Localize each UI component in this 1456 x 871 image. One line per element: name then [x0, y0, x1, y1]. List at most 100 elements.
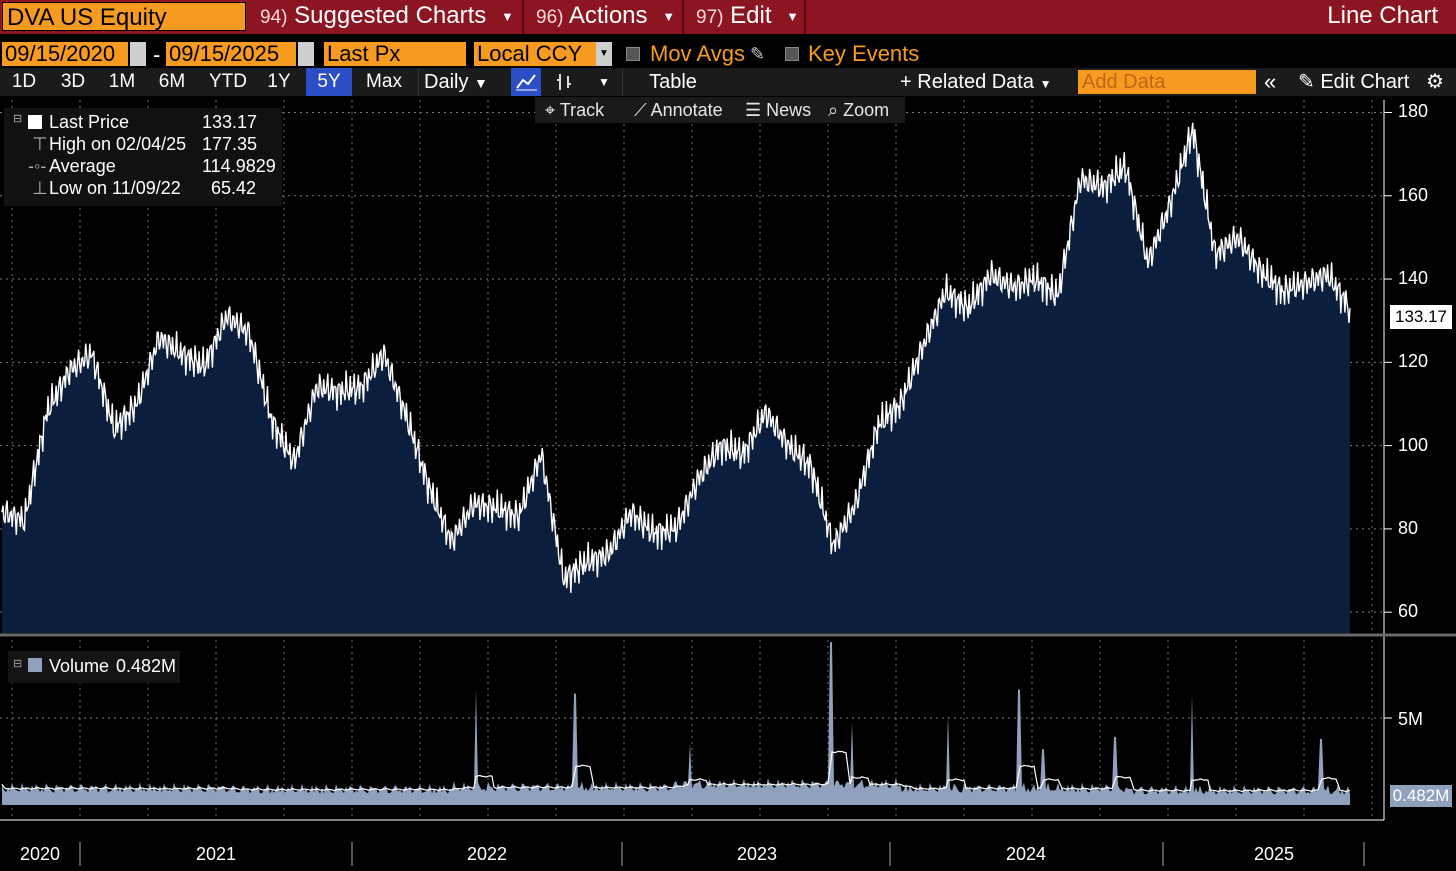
- add-data-input[interactable]: Add Data: [1078, 70, 1256, 94]
- price-tick-label: 60: [1398, 601, 1419, 622]
- low-label: Low on 11/09/22: [49, 178, 181, 198]
- price-tick-label: 120: [1398, 351, 1429, 372]
- year-tick-label: 2024: [1006, 844, 1047, 864]
- volume-axis-label: 5M: [1398, 709, 1424, 729]
- edit-chart-label: Edit Chart: [1320, 71, 1410, 93]
- calendar-icon[interactable]: [298, 42, 314, 66]
- currency-selector[interactable]: Local CCY: [474, 42, 596, 66]
- range-max[interactable]: Max: [366, 71, 402, 92]
- range-6m[interactable]: 6M: [158, 71, 186, 92]
- news-tool[interactable]: ☰ News: [745, 97, 811, 123]
- last-price-tag: 133.17: [1390, 305, 1452, 329]
- last-price-swatch: [28, 115, 42, 129]
- price-tick-label: 180: [1398, 101, 1429, 122]
- chevron-down-icon[interactable]: ▼: [598, 75, 610, 89]
- average-value: 114.9829: [202, 156, 276, 176]
- suggested-charts-button[interactable]: 94) Suggested Charts ▼: [252, 0, 524, 34]
- range-3d[interactable]: 3D: [60, 71, 86, 92]
- news-icon: ☰: [745, 100, 762, 120]
- related-data-label: Related Data: [917, 71, 1034, 93]
- pencil-icon: ✎: [1298, 71, 1315, 93]
- bar-chart-icon[interactable]: [552, 68, 576, 96]
- last-price-label: Last Price: [49, 112, 130, 132]
- year-tick-label: 2022: [467, 844, 508, 864]
- actions-button[interactable]: 96) Actions ▼: [528, 0, 684, 34]
- year-tick-label: 2025: [1254, 844, 1295, 864]
- range-ytd[interactable]: YTD: [209, 71, 247, 92]
- year-tick-label: 2023: [737, 844, 778, 864]
- chevron-down-icon: ▼: [786, 8, 800, 24]
- zoom-tool[interactable]: ⌕ Zoom: [828, 97, 889, 123]
- table-button[interactable]: Table: [622, 68, 723, 96]
- edit-chart-button[interactable]: ✎ Edit Chart: [1298, 68, 1409, 96]
- annotate-tool[interactable]: ⟋ Annotate: [634, 97, 723, 123]
- end-date-field[interactable]: 09/15/2025: [166, 42, 296, 66]
- frequency-dropdown[interactable]: Daily ▼: [418, 68, 504, 96]
- low-value: 65.42: [211, 178, 257, 198]
- volume-swatch: [28, 658, 42, 672]
- collapse-icon[interactable]: ⊟: [13, 113, 23, 125]
- low-marker-icon: ⊥: [32, 178, 48, 198]
- key-events-checkbox[interactable]: [785, 47, 799, 61]
- average-marker-icon: -◦-: [28, 156, 47, 176]
- range-1d[interactable]: 1D: [11, 71, 37, 92]
- chevron-down-icon: ▼: [500, 8, 514, 24]
- gear-icon[interactable]: ⚙: [1426, 71, 1444, 93]
- volume-bars: [2, 642, 1350, 805]
- range-1m[interactable]: 1M: [108, 71, 136, 92]
- volume-average-line: [1, 750, 1350, 793]
- field-selector[interactable]: Last Px: [324, 42, 466, 66]
- range-5y[interactable]: 5Y: [306, 68, 352, 96]
- volume-value: 0.482M: [116, 656, 177, 676]
- volume-tag: 0.482M: [1390, 785, 1452, 807]
- ticker-field[interactable]: DVA US Equity: [2, 2, 246, 31]
- range-1y[interactable]: 1Y: [267, 71, 291, 92]
- collapse-icon[interactable]: ⊟: [13, 658, 23, 670]
- year-tick-label: 2021: [196, 844, 237, 864]
- mov-avgs-label[interactable]: Mov Avgs: [650, 41, 745, 66]
- actions-label: Actions: [568, 2, 648, 29]
- price-tick-label: 160: [1398, 184, 1429, 205]
- price-area: [2, 122, 1350, 633]
- key-events-label[interactable]: Key Events: [808, 41, 920, 66]
- average-label: Average: [49, 156, 116, 176]
- high-value: 177.35: [202, 134, 258, 154]
- crosshair-icon: ⌖: [545, 100, 556, 120]
- annotate-icon: ⟋: [634, 100, 647, 120]
- chevron-down-icon: ▼: [474, 75, 488, 91]
- price-tick-label: 140: [1398, 268, 1429, 289]
- price-tick-label: 80: [1398, 517, 1419, 538]
- year-tick-label: 2020: [20, 844, 61, 864]
- zoom-label: Zoom: [843, 100, 890, 120]
- chart-tools-bar: [535, 97, 905, 123]
- start-date-field[interactable]: 09/15/2020: [2, 42, 128, 66]
- edit-number: 97): [696, 7, 724, 28]
- collapse-icon[interactable]: «: [1264, 69, 1277, 94]
- price-line: [1, 122, 1351, 593]
- search-icon: ⌕: [828, 100, 839, 120]
- suggested-charts-number: 94): [260, 7, 288, 28]
- track-label: Track: [559, 100, 605, 120]
- actions-number: 96): [536, 7, 564, 28]
- edit-button[interactable]: 97) Edit ▼: [688, 0, 806, 34]
- volume-label: Volume: [49, 656, 110, 676]
- line-chart-icon[interactable]: [511, 68, 541, 96]
- chart-type-label: Line Chart: [1327, 2, 1438, 29]
- related-data-button[interactable]: + Related Data ▼: [900, 68, 1051, 96]
- last-price-value: 133.17: [202, 112, 258, 132]
- chevron-down-icon: ▼: [1039, 77, 1052, 91]
- high-marker-icon: ⊤: [32, 134, 48, 154]
- plus-icon: +: [900, 71, 912, 93]
- frequency-label: Daily: [424, 71, 469, 93]
- calendar-icon[interactable]: [130, 42, 146, 66]
- chevron-down-icon[interactable]: ▼: [596, 42, 612, 66]
- annotate-label: Annotate: [650, 100, 723, 120]
- mov-avgs-checkbox[interactable]: [626, 47, 640, 61]
- price-tick-label: 100: [1398, 434, 1429, 455]
- track-tool[interactable]: ⌖ Track: [545, 97, 604, 123]
- price-legend: [4, 108, 282, 206]
- news-label: News: [766, 100, 812, 120]
- pencil-icon[interactable]: ✎: [750, 44, 766, 64]
- edit-label: Edit: [730, 2, 772, 29]
